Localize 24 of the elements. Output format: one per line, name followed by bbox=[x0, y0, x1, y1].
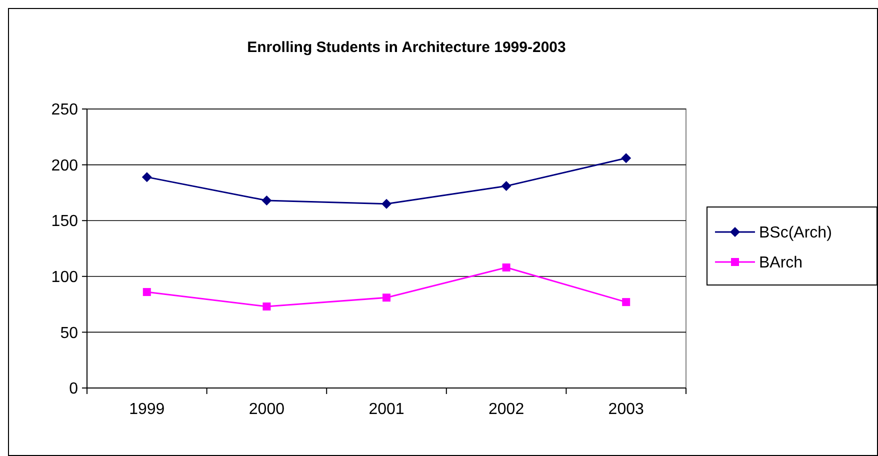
y-tick-label: 100 bbox=[51, 269, 78, 286]
y-tick-label: 50 bbox=[60, 324, 78, 342]
point bbox=[262, 302, 271, 311]
point bbox=[382, 198, 392, 209]
point bbox=[621, 153, 632, 164]
point bbox=[142, 288, 151, 296]
legend-label: BArch bbox=[759, 254, 803, 272]
point bbox=[501, 181, 512, 192]
point bbox=[382, 294, 390, 302]
x-tick-label: 2000 bbox=[248, 401, 285, 418]
y-tick-label: 150 bbox=[51, 213, 78, 230]
point bbox=[622, 298, 630, 306]
y-tick-label: 0 bbox=[69, 380, 78, 398]
x-tick-label: 2003 bbox=[608, 401, 644, 418]
point bbox=[262, 196, 272, 206]
y-tick-label: 200 bbox=[51, 157, 78, 174]
y-tick-label: 250 bbox=[51, 102, 78, 119]
x-tick-label: 2002 bbox=[488, 401, 524, 418]
x-tick-label: 2001 bbox=[368, 401, 404, 418]
legend-label: BSc(Arch) bbox=[759, 224, 832, 242]
point bbox=[502, 263, 510, 272]
x-tick-label: 1999 bbox=[129, 401, 165, 418]
chart-title: Enrolling Students in Architecture 1999-2003 bbox=[247, 39, 566, 56]
point bbox=[142, 172, 152, 182]
